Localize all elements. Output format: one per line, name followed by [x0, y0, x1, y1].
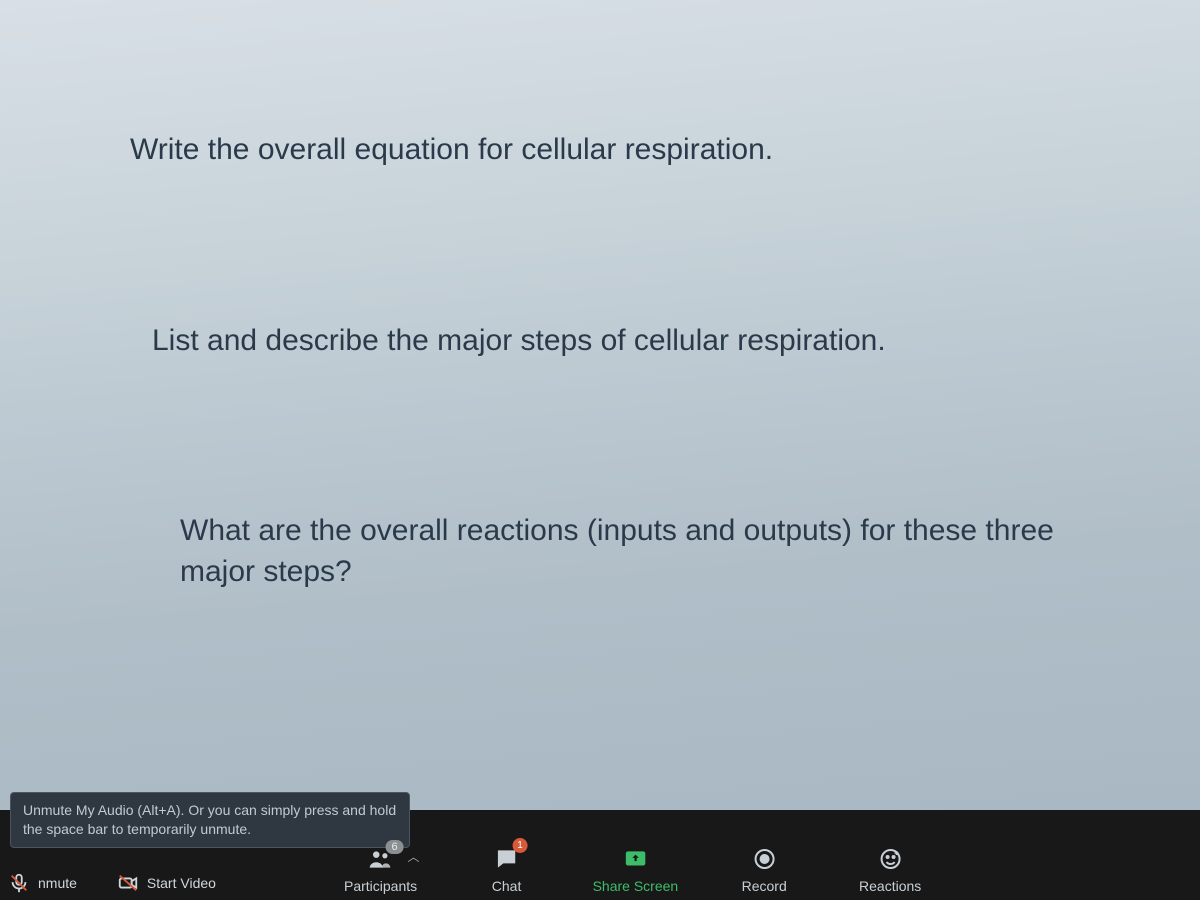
share-screen-button[interactable]: Share Screen	[593, 846, 679, 894]
meeting-toolbar: Unmute My Audio (Alt+A). Or you can simp…	[0, 810, 1200, 900]
start-video-label: Start Video	[147, 875, 216, 891]
slide-question-3: What are the overall reactions (inputs a…	[180, 511, 1120, 592]
reactions-icon	[877, 846, 903, 872]
reactions-label: Reactions	[859, 878, 921, 894]
record-label: Record	[742, 878, 787, 894]
chat-label: Chat	[492, 878, 522, 894]
record-button[interactable]: Record	[724, 846, 804, 894]
participants-icon: 6 ︿	[368, 846, 394, 872]
left-controls: nmute Start Video	[0, 872, 216, 894]
center-controls: 6 ︿ Participants 1 Chat Share Screen	[341, 846, 931, 894]
chat-button[interactable]: 1 Chat	[467, 846, 547, 894]
chevron-up-icon: ︿	[408, 848, 420, 865]
chat-icon: 1	[494, 846, 520, 872]
record-icon	[751, 846, 777, 872]
share-screen-label: Share Screen	[593, 878, 679, 894]
unmute-button[interactable]: nmute	[8, 872, 77, 894]
slide-question-2: List and describe the major steps of cel…	[152, 321, 1120, 362]
chat-badge: 1	[513, 838, 528, 853]
participants-label: Participants	[344, 878, 417, 894]
microphone-muted-icon	[8, 872, 30, 894]
participants-count: 6	[385, 840, 403, 854]
unmute-label: nmute	[38, 875, 77, 891]
camera-off-icon	[117, 872, 139, 894]
tooltip-text: Unmute My Audio (Alt+A). Or you can simp…	[23, 802, 396, 837]
share-screen-icon	[622, 846, 648, 872]
slide-question-1: Write the overall equation for cellular …	[130, 130, 1120, 171]
participants-button[interactable]: 6 ︿ Participants	[341, 846, 421, 894]
reactions-button[interactable]: Reactions	[850, 846, 930, 894]
unmute-tooltip: Unmute My Audio (Alt+A). Or you can simp…	[10, 792, 410, 848]
shared-slide: Write the overall equation for cellular …	[0, 0, 1200, 810]
start-video-button[interactable]: Start Video	[117, 872, 216, 894]
